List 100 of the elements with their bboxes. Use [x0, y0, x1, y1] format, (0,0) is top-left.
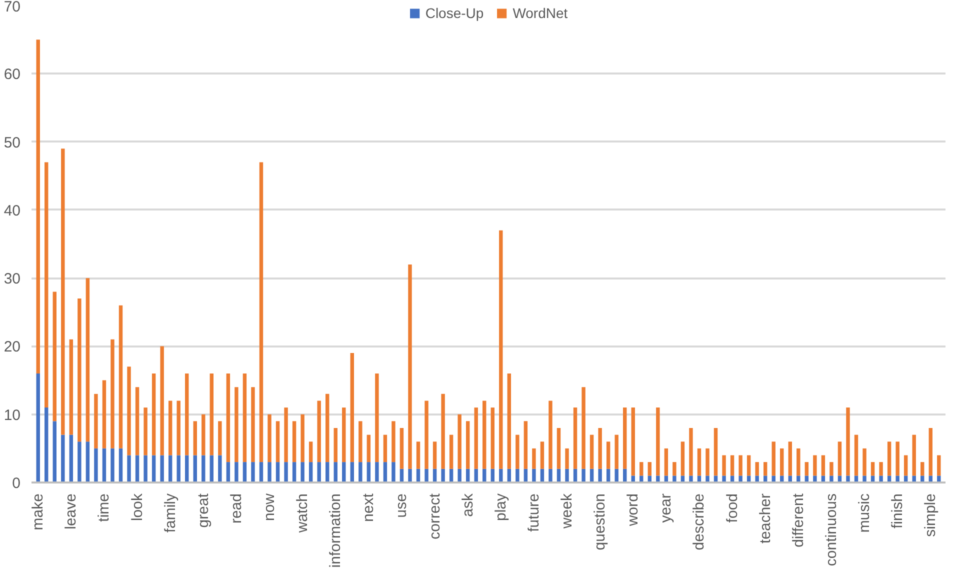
bar: [689, 476, 693, 482]
x-tick-label: different: [790, 492, 807, 548]
x-tick-label: great: [194, 492, 212, 528]
x-tick-label: simple: [922, 493, 940, 537]
bar: [152, 455, 156, 482]
bar: [350, 353, 354, 462]
bar: [44, 162, 48, 408]
bar: [383, 462, 388, 482]
bar: [392, 421, 396, 462]
bar: [69, 339, 74, 435]
bar: [400, 428, 404, 469]
bar: [755, 476, 759, 482]
bar: [631, 408, 635, 476]
bar: [86, 278, 90, 442]
bar: [680, 442, 685, 476]
y-tick-label: 30: [4, 270, 21, 288]
bar: [524, 421, 528, 469]
bar: [458, 414, 462, 469]
bar: [350, 462, 354, 482]
bar: [259, 162, 264, 462]
bar: [78, 442, 82, 482]
bar: [251, 462, 255, 482]
x-tick-label: make: [30, 493, 47, 530]
bar: [218, 455, 222, 482]
y-tick-label: 0: [12, 475, 20, 492]
bar: [838, 442, 842, 476]
bar: [127, 455, 131, 482]
bar: [714, 428, 718, 476]
bar: [308, 442, 313, 462]
bar: [300, 462, 304, 482]
bar: [565, 448, 569, 469]
x-tick-label: continuous: [822, 493, 840, 566]
bar: [912, 476, 916, 482]
x-tick-label: watch: [294, 493, 312, 534]
bar: [490, 408, 494, 469]
bar: [449, 434, 454, 469]
bar: [763, 462, 768, 476]
bar: [614, 434, 618, 469]
bar: [424, 400, 428, 469]
bar: [268, 414, 272, 462]
bar: [928, 428, 932, 476]
bar: [135, 455, 140, 482]
bar: [226, 462, 230, 482]
bar: [276, 462, 280, 482]
bar: [466, 421, 470, 469]
bar: [52, 292, 56, 422]
bar: [722, 476, 726, 482]
bar: [102, 380, 106, 448]
x-tick-label: read: [228, 493, 245, 524]
bar: [292, 421, 296, 462]
bar: [846, 476, 850, 482]
bar: [648, 462, 652, 476]
bar: [432, 442, 437, 469]
bar: [532, 468, 536, 482]
bar: [474, 408, 478, 469]
bar: [441, 394, 445, 469]
x-tick-label: now: [261, 493, 278, 522]
bar: [334, 428, 338, 462]
bar: [738, 455, 742, 476]
bar: [127, 366, 131, 456]
bar: [416, 442, 420, 469]
bar: [796, 448, 800, 476]
bar: [830, 476, 834, 482]
bar: [375, 373, 379, 462]
bar: [210, 373, 214, 456]
bar: [342, 462, 346, 482]
x-tick-label: play: [492, 493, 510, 522]
x-tick-label: leave: [62, 494, 80, 530]
x-tick-label: question: [592, 493, 609, 550]
bar: [656, 408, 660, 476]
bar: [308, 462, 313, 482]
bar: [202, 414, 206, 456]
bar: [375, 462, 379, 482]
bar: [78, 298, 82, 442]
bar: [772, 476, 776, 482]
bar: [804, 462, 809, 476]
bar: [276, 421, 280, 462]
bar: [144, 408, 148, 456]
bar: [582, 468, 586, 482]
bar: [110, 339, 114, 448]
bar: [168, 455, 172, 482]
bar: [358, 462, 362, 482]
bar: [548, 468, 552, 482]
x-tick-label: teacher: [756, 493, 774, 544]
bar: [193, 421, 197, 456]
bar: [706, 476, 710, 482]
bar: [788, 442, 792, 476]
bar: [234, 462, 238, 482]
bar: [565, 468, 569, 482]
bar: [424, 468, 428, 482]
bar: [606, 442, 610, 469]
x-tick-label: food: [724, 493, 741, 523]
bar: [110, 448, 114, 482]
bar: [672, 462, 676, 476]
bar: [268, 462, 272, 482]
bar: [458, 468, 462, 482]
bar: [185, 455, 189, 482]
bar: [656, 476, 660, 482]
bar: [210, 455, 214, 482]
x-tick-label: family: [162, 493, 179, 533]
